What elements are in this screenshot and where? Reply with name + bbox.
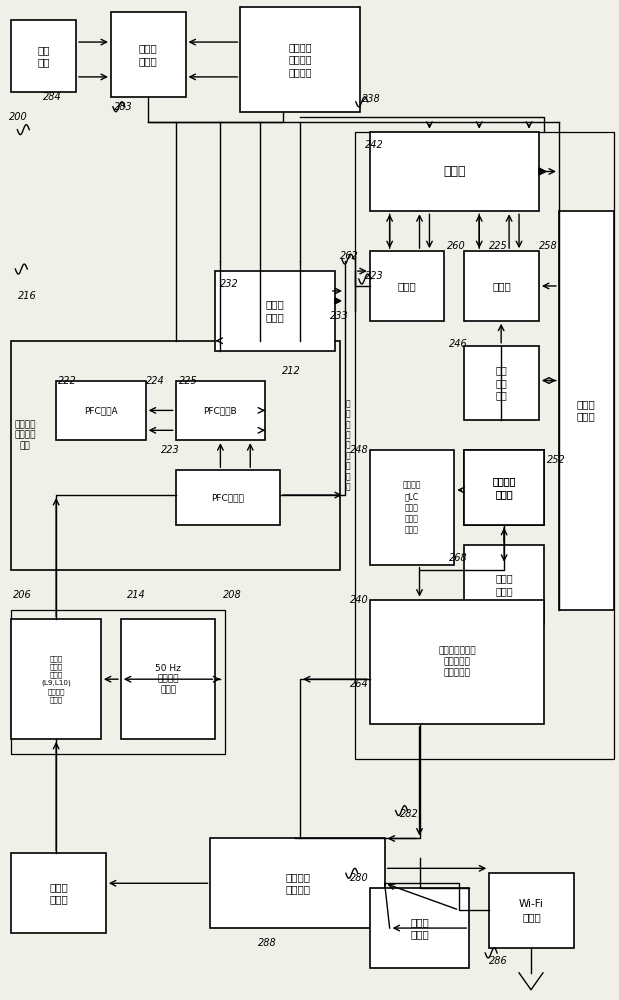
Text: PFC相位A: PFC相位A: [84, 406, 118, 415]
Text: 双向功率
因数校正
电路: 双向功率 因数校正 电路: [14, 420, 36, 450]
Bar: [370, 450, 454, 565]
Text: 交
流
输
出
桥
和
滤
波
器: 交 流 输 出 桥 和 滤 波 器: [345, 399, 350, 491]
Text: 260: 260: [448, 241, 466, 251]
Bar: [370, 600, 544, 724]
Text: 288: 288: [258, 938, 277, 948]
Text: 284: 284: [43, 92, 62, 102]
Text: 负载
电流
限制: 负载 电流 限制: [496, 366, 508, 400]
Text: 216: 216: [19, 291, 37, 301]
Bar: [11, 20, 76, 92]
Bar: [489, 873, 574, 948]
Bar: [464, 450, 544, 525]
Text: 242: 242: [365, 140, 384, 150]
Bar: [176, 470, 280, 525]
Text: PFC控制器: PFC控制器: [212, 493, 245, 502]
Text: 交流桥
控制器: 交流桥 控制器: [577, 399, 595, 422]
Text: 输入交
流电源: 输入交 流电源: [50, 882, 68, 904]
Text: 233: 233: [330, 311, 348, 321]
Text: 输出交
流电源: 输出交 流电源: [410, 917, 429, 939]
Polygon shape: [335, 298, 341, 304]
Text: 电感器
继电器: 电感器 继电器: [495, 573, 513, 596]
Text: 负载断开
继电器: 负载断开 继电器: [492, 476, 516, 499]
Text: 258: 258: [539, 241, 558, 251]
Text: 驱动器: 驱动器: [492, 281, 511, 291]
Text: 248: 248: [350, 445, 368, 455]
Bar: [370, 888, 469, 968]
Bar: [464, 545, 544, 624]
Text: 偏置电压
和体电压
平衡电路: 偏置电压 和体电压 平衡电路: [288, 42, 312, 77]
Bar: [464, 251, 539, 321]
Bar: [464, 450, 544, 525]
Text: 200: 200: [9, 112, 28, 122]
Text: 282: 282: [400, 809, 418, 819]
Bar: [56, 381, 145, 440]
Bar: [240, 7, 360, 112]
Bar: [176, 381, 265, 440]
Text: 光伏
阵列: 光伏 阵列: [37, 45, 50, 67]
Text: 大容量
电容器: 大容量 电容器: [266, 300, 285, 322]
Text: 212: 212: [282, 366, 301, 376]
Text: 交流输出滤波器
干扰滤波器
及电压感测: 交流输出滤波器 干扰滤波器 及电压感测: [438, 646, 475, 677]
Bar: [11, 341, 340, 570]
Text: 268: 268: [449, 553, 468, 563]
Bar: [111, 12, 186, 97]
Text: 交流桥: 交流桥: [443, 165, 465, 178]
Bar: [355, 132, 613, 759]
Text: 225: 225: [179, 376, 197, 386]
Bar: [210, 838, 384, 928]
Text: PFC相位B: PFC相位B: [204, 406, 237, 415]
Text: 驱动器: 驱动器: [397, 281, 417, 291]
Bar: [370, 132, 539, 211]
Text: 286: 286: [489, 956, 508, 966]
Bar: [370, 251, 444, 321]
Text: 输出双电
感LC
滤波器
电感器
继电器: 输出双电 感LC 滤波器 电感器 继电器: [403, 481, 422, 534]
Text: 223: 223: [365, 271, 384, 281]
Bar: [11, 610, 225, 754]
Text: 283: 283: [114, 102, 132, 112]
Text: 负载断开
继电器: 负载断开 继电器: [492, 476, 516, 499]
Text: 262: 262: [340, 251, 358, 261]
Text: 232: 232: [220, 279, 239, 289]
Text: 240: 240: [350, 595, 368, 605]
Bar: [559, 211, 613, 610]
Text: 252: 252: [547, 455, 566, 465]
Text: 264: 264: [350, 679, 368, 689]
Bar: [215, 271, 335, 351]
Text: 280: 280: [350, 873, 368, 883]
Text: 238: 238: [361, 94, 381, 104]
Text: 50 Hz
整流器和
滤波器: 50 Hz 整流器和 滤波器: [155, 664, 181, 695]
Text: 光伏阵
列接口: 光伏阵 列接口: [139, 43, 158, 66]
Text: 214: 214: [127, 590, 145, 600]
Bar: [11, 619, 101, 739]
Text: 208: 208: [223, 590, 242, 600]
Text: 225: 225: [489, 241, 508, 251]
Bar: [464, 346, 539, 420]
Text: 246: 246: [449, 339, 468, 349]
Text: Wi-Fi
收发器: Wi-Fi 收发器: [519, 899, 544, 922]
Polygon shape: [539, 168, 546, 175]
Text: 224: 224: [145, 376, 165, 386]
Text: 输入电
磁干扰
滤波器
(L9,L10)
浪涌控制
继电器: 输入电 磁干扰 滤波器 (L9,L10) 浪涌控制 继电器: [41, 656, 71, 703]
Text: 222: 222: [58, 376, 77, 386]
Bar: [121, 619, 215, 739]
Text: 206: 206: [14, 590, 32, 600]
Text: 223: 223: [161, 445, 180, 455]
Text: 电力和系
统监控器: 电力和系 统监控器: [285, 872, 310, 894]
Bar: [11, 853, 106, 933]
